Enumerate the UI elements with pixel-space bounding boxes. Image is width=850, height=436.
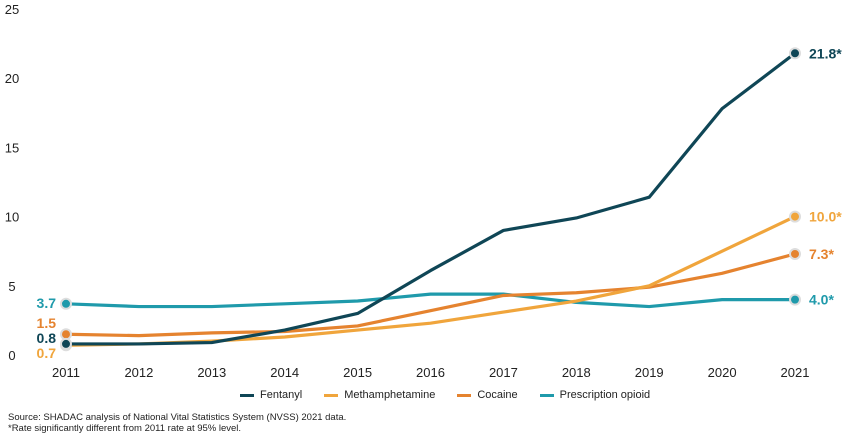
legend-swatch: [324, 393, 339, 397]
start-value-label: 3.7: [37, 295, 57, 311]
y-tick-label: 5: [8, 279, 15, 294]
end-value-label: 4.0*: [809, 292, 834, 308]
y-tick-label: 0: [8, 348, 15, 363]
y-tick-label: 10: [5, 210, 19, 225]
legend-item: Fentanyl: [240, 389, 302, 401]
series-line-cocaine: [65, 252, 796, 338]
data-point-marker: [60, 337, 72, 350]
data-point-marker: [60, 297, 72, 310]
y-tick-label: 15: [5, 140, 19, 155]
series-line-prescription-opioid: [65, 292, 795, 309]
data-point-marker: [789, 293, 801, 306]
footnotes: Source: SHADAC analysis of National Vita…: [8, 412, 346, 434]
start-value-label: 0.8: [37, 330, 57, 346]
legend-swatch: [457, 393, 472, 397]
legend: Fentanyl Methamphetamine Cocaine Prescripti…: [240, 389, 650, 401]
y-tick-label: 20: [5, 71, 19, 86]
x-tick-label: 2012: [124, 365, 153, 380]
x-tick-label: 2021: [781, 365, 810, 380]
start-value-label: 0.7: [37, 345, 57, 361]
legend-item: Methamphetamine: [324, 389, 435, 401]
legend-item: Cocaine: [457, 389, 518, 401]
y-tick-label: 25: [5, 2, 19, 17]
data-point-marker: [789, 210, 801, 223]
legend-swatch: [539, 393, 554, 397]
end-value-label: 7.3*: [809, 246, 834, 262]
x-tick-label: 2018: [562, 365, 591, 380]
data-point-marker: [789, 47, 801, 60]
legend-item: Prescription opioid: [539, 389, 651, 401]
source-note: Source: SHADAC analysis of National Vita…: [8, 412, 347, 423]
data-point-marker: [789, 247, 801, 260]
legend-swatch: [240, 393, 254, 397]
start-value-label: 1.5: [37, 315, 57, 331]
data-point-marker: [60, 328, 72, 341]
legend-label: Methamphetamine: [344, 389, 436, 401]
x-tick-label: 2013: [197, 365, 226, 380]
significance-note: *Rate significantly different from 2011 …: [8, 423, 242, 434]
legend-label: Fentanyl: [260, 389, 303, 401]
x-tick-label: 2017: [489, 365, 518, 380]
x-tick-label: 2015: [343, 365, 372, 380]
x-tick-label: 2020: [708, 365, 737, 380]
legend-label: Cocaine: [477, 389, 518, 401]
legend-label: Prescription opioid: [559, 389, 651, 401]
x-tick-label: 2011: [52, 365, 80, 380]
x-tick-label: 2019: [635, 365, 664, 380]
series-line-fentanyl: [66, 52, 796, 346]
end-value-label: 21.8*: [809, 45, 842, 61]
x-tick-label: 2014: [270, 365, 299, 380]
end-value-label: 10.0*: [809, 209, 842, 225]
x-tick-label: 2016: [416, 365, 445, 380]
